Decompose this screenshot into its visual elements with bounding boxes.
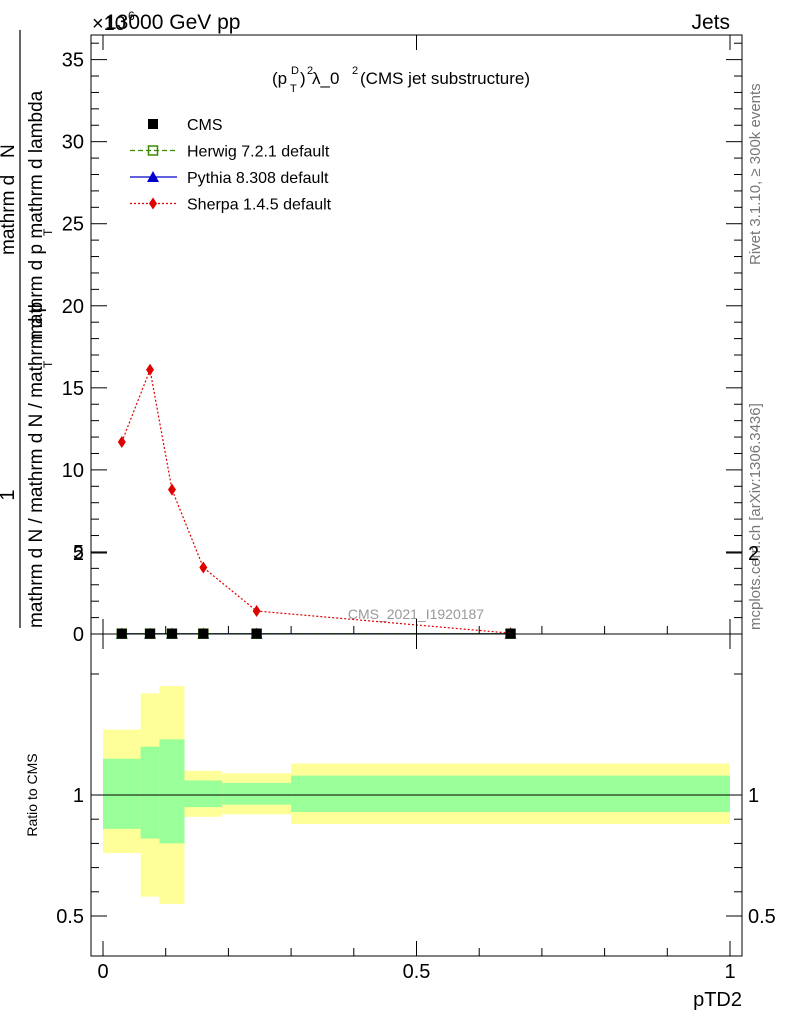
mcplots-label: mcplots.cern.ch [arXiv:1306.3436] [747, 403, 764, 630]
ratio-tick-label-right: 0.5 [748, 906, 776, 928]
series-line-sherpa [121, 367, 511, 634]
y-label-numerator: 1 [0, 489, 19, 500]
x-axis-label: pTD2 [693, 989, 742, 1011]
y-tick-label: 20 [62, 296, 84, 318]
ratio-tick-label: 1 [73, 785, 84, 807]
main-y-ticks: 0 5 10 15 20 25 30 35 [62, 42, 742, 646]
data-point-sherpa [117, 435, 126, 448]
data-point-sherpa [199, 561, 208, 574]
legend-label: Sherpa 1.4.5 default [187, 197, 332, 214]
title-sup2: 2 [307, 65, 313, 77]
ratio-band-green [140, 746, 160, 839]
y-axis-label: 1 mathrm d N / mathrm d N / mathrm d p m… [0, 30, 55, 628]
y-label-denominator: mathrm d N / mathrm d N / mathrm d p [26, 302, 47, 628]
ratio-band-green [222, 782, 292, 805]
ratio-tick-label: 2 [73, 543, 84, 565]
y-label-sub-t: T [41, 360, 55, 368]
title-sup1: D [291, 65, 299, 77]
title-mid: λ_0 [312, 69, 339, 88]
y-tick-label: 15 [62, 378, 84, 400]
legend-label: CMS [187, 117, 223, 134]
y-tick-label: 0 [73, 624, 84, 646]
exponent-power: 6 [128, 9, 135, 23]
y-tick-label: 5 [73, 542, 84, 564]
plot-title: (p D T ) 2 λ_0 2 (CMS jet substructure) [272, 65, 530, 95]
data-point-sherpa [146, 363, 155, 376]
legend: CMS Herwig 7.2.1 default Pythia 8.308 defa… [130, 117, 332, 214]
y-label-top-a: mathrm d [0, 175, 19, 255]
y-tick-label: 35 [62, 50, 84, 72]
ratio-band-green [184, 780, 223, 808]
rivet-label: Rivet 3.1.10, ≥ 300k events [747, 83, 764, 265]
x-tick-label: 1 [724, 961, 735, 983]
main-plot: CMS_2021_I1920187 (p D T ) 2 λ_0 2 (CMS … [0, 30, 743, 646]
y-tick-label: 10 [62, 460, 84, 482]
title-tail: (CMS jet substructure) [360, 69, 530, 88]
legend-marker [148, 119, 158, 129]
ratio-plot: Ratio to CMS 0.5 0.51 12 2 0 0.5 1 pTD2 [24, 35, 776, 1011]
main-series [115, 363, 517, 640]
legend-label: Herwig 7.2.1 default [187, 144, 330, 161]
x-tick-label: 0.5 [403, 961, 431, 983]
title-sub1: T [290, 83, 297, 95]
x-tick-label: 0 [97, 961, 108, 983]
ratio-y-label: Ratio to CMS [24, 753, 40, 836]
legend-marker [147, 171, 159, 182]
ratio-band-green [103, 758, 141, 829]
watermark: CMS_2021_I1920187 [348, 606, 484, 622]
y-tick-label: 25 [62, 214, 84, 236]
y-label-top-b: N [0, 144, 19, 158]
y-label-denominator-2: mathrm d p mathrm d lambda [26, 90, 47, 340]
ratio-tick-label-right: 1 [748, 785, 759, 807]
legend-marker [147, 145, 159, 156]
title-sup3: 2 [352, 65, 358, 77]
data-point-sherpa [252, 605, 261, 618]
legend-marker [149, 197, 157, 210]
legend-label: Pythia 8.308 default [187, 170, 329, 187]
ratio-band-green [159, 739, 185, 844]
ratio-band-green [291, 775, 730, 812]
x-ticks: 0 0.5 1 [97, 35, 736, 983]
header-energy: 13000 GeV pp [105, 11, 240, 34]
ratio-y-ticks: 0.5 0.5 1 1 2 2 [56, 543, 776, 928]
header-jets: Jets [691, 11, 730, 34]
exponent-label: ×10 [92, 13, 126, 35]
y-label-sub-t-2: T [41, 228, 55, 236]
title-base: (p [272, 69, 287, 88]
ratio-tick-label-right: 2 [748, 543, 759, 565]
title-close: ) [300, 69, 306, 88]
data-point-sherpa [167, 483, 176, 496]
ratio-tick-label: 0.5 [56, 906, 84, 928]
y-tick-label: 30 [62, 132, 84, 154]
